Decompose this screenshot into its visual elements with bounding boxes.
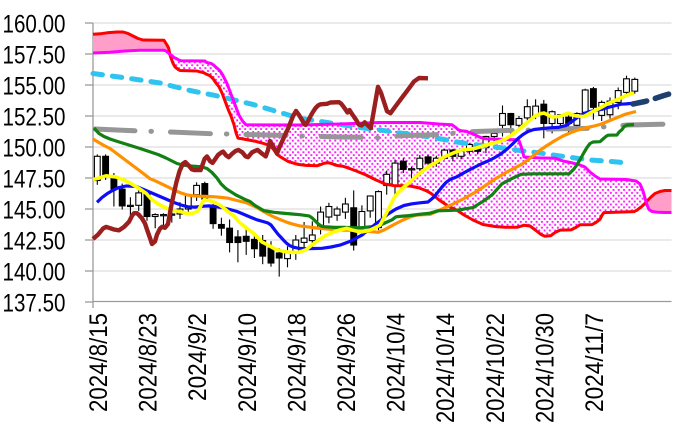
svg-text:160.00: 160.00	[3, 11, 66, 39]
svg-text:152.50: 152.50	[3, 104, 66, 132]
svg-text:2024/9/10: 2024/9/10	[234, 313, 262, 412]
svg-text:140.00: 140.00	[3, 259, 66, 287]
svg-text:157.50: 157.50	[3, 42, 66, 70]
svg-text:137.50: 137.50	[3, 290, 66, 318]
svg-text:2024/10/14: 2024/10/14	[432, 313, 460, 423]
svg-text:2024/9/18: 2024/9/18	[283, 313, 311, 412]
svg-text:2024/10/4: 2024/10/4	[383, 313, 411, 412]
svg-text:147.50: 147.50	[3, 166, 66, 194]
svg-text:142.50: 142.50	[3, 228, 66, 256]
svg-text:155.00: 155.00	[3, 73, 66, 101]
svg-text:2024/8/23: 2024/8/23	[135, 313, 163, 412]
svg-text:145.00: 145.00	[3, 197, 66, 225]
svg-text:150.00: 150.00	[3, 135, 66, 163]
svg-text:2024/11/7: 2024/11/7	[581, 313, 609, 412]
svg-text:2024/10/22: 2024/10/22	[482, 313, 510, 423]
svg-text:2024/10/30: 2024/10/30	[531, 313, 559, 423]
svg-text:2024/9/2: 2024/9/2	[184, 313, 212, 401]
svg-text:2024/9/26: 2024/9/26	[333, 313, 361, 412]
svg-text:2024/8/15: 2024/8/15	[85, 313, 113, 412]
